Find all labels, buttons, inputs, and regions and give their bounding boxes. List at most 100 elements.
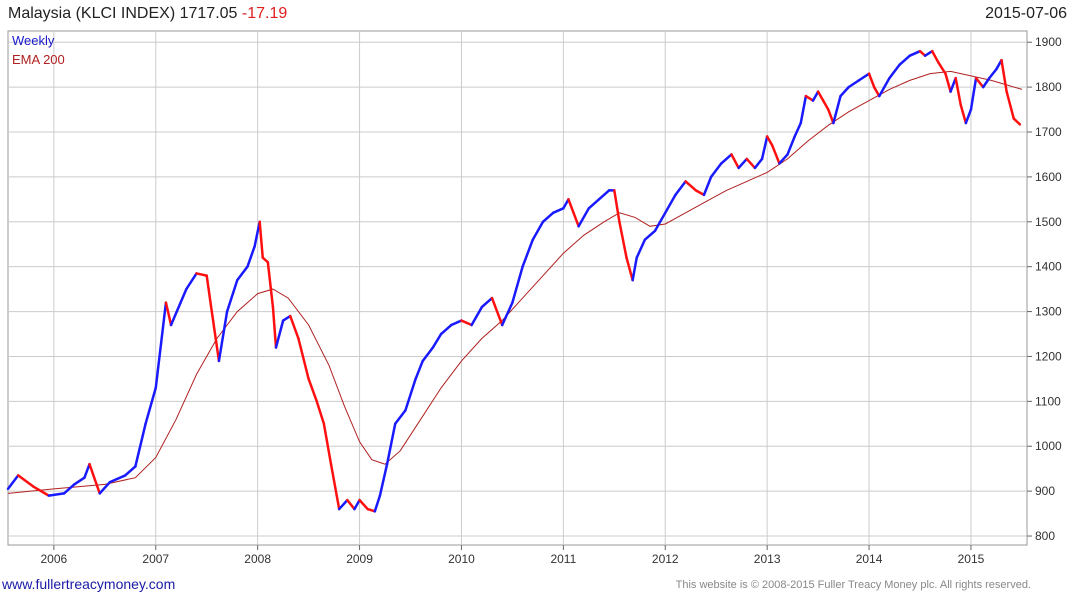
y-tick-label-1300: 1300 (1035, 305, 1062, 319)
weekly-segment-67 (587, 198, 601, 210)
weekly-segment-103 (857, 72, 871, 82)
weekly-segment-8 (88, 462, 101, 495)
weekly-segment-74 (635, 238, 647, 259)
y-tick-label-1200: 1200 (1035, 349, 1062, 363)
y-tick-label-1500: 1500 (1035, 215, 1062, 229)
weekly-segment-70 (613, 189, 621, 224)
weekly-segment-116 (954, 76, 963, 107)
weekly-segment-4 (47, 492, 66, 497)
weekly-segment-62 (551, 207, 565, 215)
weekly-segment-83 (720, 153, 733, 165)
weekly-segment-51 (439, 323, 453, 336)
weekly-segment-44 (378, 462, 389, 497)
x-tick-label-2008: 2008 (244, 552, 271, 566)
weekly-segment-15 (164, 301, 173, 327)
weekly-segment-89 (765, 135, 774, 147)
weekly-segment-7 (83, 462, 91, 479)
weekly-segment-63 (562, 198, 570, 210)
weekly-segment-14 (154, 301, 168, 390)
weekly-segment-98 (821, 99, 830, 111)
weekly-segment-20 (210, 310, 221, 363)
y-tick-label-1000: 1000 (1035, 439, 1062, 453)
weekly-segment-124 (1000, 58, 1008, 93)
weekly-segment-34 (307, 377, 319, 403)
weekly-segment-88 (760, 135, 769, 161)
weekly-segment-126 (1012, 117, 1022, 126)
weekly-segment-96 (811, 90, 820, 102)
weekly-segment-118 (964, 108, 973, 125)
weekly-segment-92 (786, 135, 796, 156)
weekly-segment-119 (969, 76, 978, 111)
x-tick-label-2014: 2014 (856, 552, 883, 566)
weekly-segment-106 (877, 76, 891, 98)
weekly-segment-39 (346, 498, 356, 511)
weekly-segment-114 (944, 72, 952, 93)
weekly-segment-32 (289, 314, 300, 340)
weekly-segment-48 (414, 359, 424, 381)
weekly-segment-117 (959, 103, 968, 125)
weekly-segment-28 (266, 260, 275, 309)
weekly-segment-49 (421, 346, 435, 363)
weekly-segment-17 (185, 272, 198, 291)
weekly-segment-75 (643, 229, 657, 241)
weekly-segment-113 (937, 61, 947, 75)
weekly-segment-54 (470, 305, 484, 327)
weekly-segment-43 (373, 494, 382, 513)
chart-date: 2015-07-06 (985, 5, 1067, 22)
weekly-segment-22 (225, 278, 239, 313)
weekly-segment-87 (753, 157, 764, 170)
weekly-segment-11 (123, 465, 137, 477)
y-tick-label-900: 900 (1035, 484, 1055, 498)
weekly-segment-102 (847, 79, 861, 89)
weekly-segment-45 (385, 422, 397, 466)
weekly-segment-55 (480, 296, 494, 309)
weekly-segment-21 (217, 310, 229, 363)
price-change: -17.19 (241, 5, 288, 22)
weekly-segment-58 (511, 265, 524, 304)
legend-weekly: Weekly (12, 33, 55, 48)
weekly-segment-77 (664, 193, 677, 215)
weekly-segment-105 (872, 85, 881, 98)
weekly-segment-64 (567, 198, 575, 215)
title-text: Malaysia (KLCI INDEX) 1717.05 (8, 5, 238, 22)
weekly-segment-84 (730, 153, 740, 170)
weekly-segment-125 (1005, 90, 1016, 120)
weekly-segment-30 (274, 319, 285, 349)
y-tick-label-1700: 1700 (1035, 125, 1062, 139)
weekly-segment-26 (258, 220, 264, 259)
weekly-segment-120 (974, 76, 985, 89)
weekly-segment-19 (205, 274, 214, 313)
weekly-segment-29 (271, 305, 278, 349)
x-tick-label-2009: 2009 (346, 552, 373, 566)
weekly-segment-16 (169, 287, 188, 327)
weekly-segment-40 (353, 498, 361, 511)
weekly-segment-52 (450, 319, 463, 327)
weekly-segment-95 (804, 94, 815, 102)
series-group (6, 49, 1023, 513)
weekly-segment-41 (358, 498, 369, 511)
footer-website-link[interactable]: www.fullertreacymoney.com (2, 576, 176, 592)
weekly-segment-9 (98, 480, 112, 495)
weekly-segment-6 (72, 476, 86, 486)
weekly-segment-73 (631, 256, 638, 282)
y-tick-label-1800: 1800 (1035, 80, 1062, 94)
y-tick-label-1400: 1400 (1035, 260, 1062, 274)
weekly-segment-24 (246, 245, 256, 268)
weekly-segment-66 (577, 207, 591, 228)
weekly-segment-50 (431, 332, 443, 349)
price-chart: 800 900 1000 1100 1200 1300 1400 1500 1600 1700 18… (6, 30, 1062, 566)
x-tick-label-2006: 2006 (41, 552, 68, 566)
weekly-segment-80 (694, 189, 706, 197)
weekly-segment-53 (460, 319, 473, 327)
y-axis: 800 900 1000 1100 1200 1300 1400 1500 1600 1700 18… (1027, 35, 1062, 543)
x-tick-label-2010: 2010 (448, 552, 475, 566)
weekly-segment-90 (771, 144, 781, 165)
weekly-segment-107 (888, 63, 901, 80)
weekly-segment-37 (329, 462, 341, 511)
y-tick-label-1100: 1100 (1035, 394, 1061, 408)
weekly-segment-61 (541, 211, 555, 224)
weekly-segment-12 (134, 422, 147, 468)
weekly-segment-5 (62, 483, 76, 495)
weekly-segment-68 (597, 189, 611, 201)
x-tick-label-2007: 2007 (142, 552, 169, 566)
